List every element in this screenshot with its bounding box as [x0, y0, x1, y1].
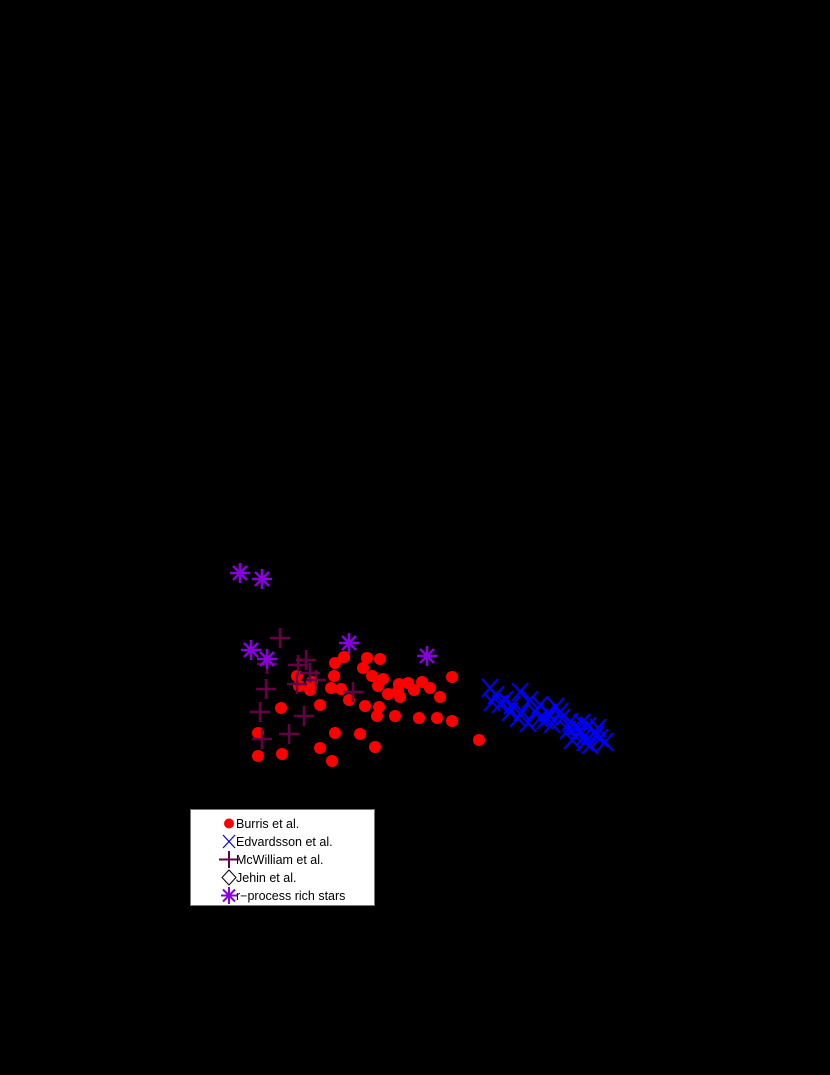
data-point [241, 640, 261, 660]
data-point [329, 657, 341, 669]
data-point [501, 702, 519, 722]
series-edvardsson-et-al- [481, 678, 614, 755]
data-point [252, 729, 272, 749]
data-point [257, 649, 277, 669]
data-point [551, 702, 569, 722]
data-point [446, 715, 458, 727]
data-point [573, 713, 591, 733]
legend-item-edvardsson: Edvardsson et al. [221, 833, 333, 850]
data-point [250, 702, 270, 722]
data-point [252, 750, 264, 762]
series-r-process-rich-stars [230, 563, 437, 669]
data-point [296, 650, 316, 670]
legend-item-mcwilliam: McWilliam et al. [219, 851, 324, 868]
data-point [329, 727, 341, 739]
data-point [374, 653, 386, 665]
series-mcwilliam-et-al- [250, 628, 363, 749]
data-point [275, 702, 287, 714]
data-point [288, 655, 308, 675]
x-cross-icon [222, 834, 236, 849]
data-point [392, 685, 404, 697]
data-point [372, 680, 384, 692]
data-point [359, 700, 371, 712]
data-point [521, 690, 539, 710]
data-point [294, 706, 314, 726]
data-point [413, 712, 425, 724]
filled-circle-icon [224, 818, 234, 829]
data-point [314, 699, 326, 711]
data-point [509, 708, 527, 728]
data-point [417, 646, 437, 666]
data-point [256, 679, 276, 699]
data-point [536, 710, 554, 730]
data-point [531, 708, 549, 728]
open-diamond-icon [221, 869, 237, 886]
data-point [424, 682, 436, 694]
data-point [519, 713, 537, 733]
data-point [587, 725, 605, 745]
data-point [325, 682, 337, 694]
series-layer [230, 563, 614, 767]
data-point [473, 734, 485, 746]
data-point [431, 712, 443, 724]
data-point [446, 671, 458, 683]
data-point [338, 651, 350, 663]
data-point [408, 684, 420, 696]
data-point [354, 728, 366, 740]
data-point [230, 563, 250, 583]
data-point [276, 748, 288, 760]
data-point [511, 682, 529, 702]
data-point [279, 724, 299, 744]
data-point [589, 718, 607, 738]
data-point [559, 720, 577, 740]
data-point [252, 569, 272, 589]
legend: Burris et al. Edvardsson et al. McWillia… [190, 809, 375, 906]
data-point [361, 652, 373, 664]
data-point [382, 688, 394, 700]
data-point [306, 670, 326, 690]
plus-icon [219, 851, 239, 868]
data-point [270, 628, 290, 648]
data-point [369, 741, 381, 753]
data-point [371, 710, 383, 722]
legend-item-burris: Burris et al. [221, 815, 299, 832]
data-point [373, 701, 385, 713]
data-point [343, 682, 363, 702]
data-point [483, 692, 501, 712]
legend-item-r-process: r−process rich stars [221, 887, 345, 904]
data-point [366, 670, 378, 682]
data-point [339, 633, 359, 653]
data-point [287, 674, 307, 694]
data-point [328, 670, 340, 682]
data-point [326, 755, 338, 767]
data-point [314, 742, 326, 754]
data-point [434, 691, 446, 703]
legend-item-jehin: Jehin et al. [221, 869, 296, 886]
data-point [389, 710, 401, 722]
data-point [596, 732, 614, 752]
data-point [357, 662, 369, 674]
asterisk-icon [221, 887, 237, 904]
data-point [293, 680, 305, 692]
